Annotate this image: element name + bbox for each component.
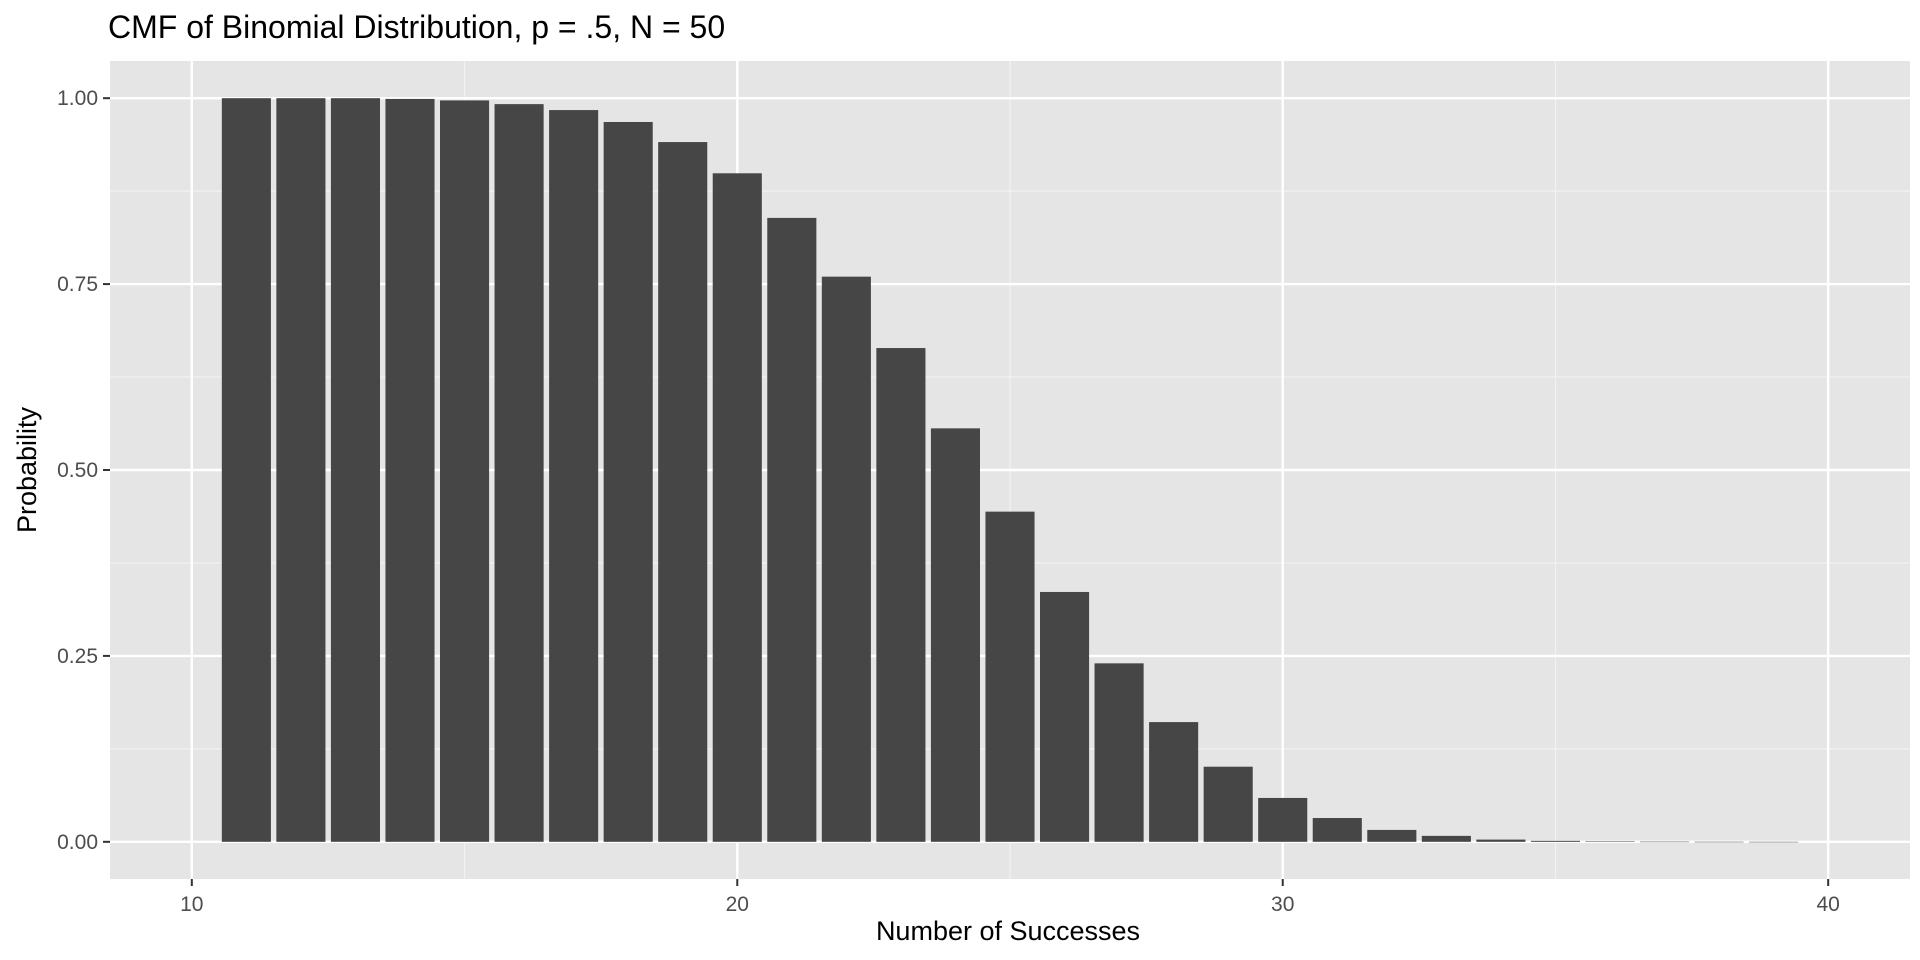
bar <box>603 121 653 842</box>
bar <box>1094 663 1144 842</box>
bar <box>930 428 980 842</box>
y-axis: 0.00 0.25 0.50 0.75 1.00 <box>57 87 110 854</box>
bar <box>1258 797 1308 842</box>
bar <box>1694 841 1744 843</box>
bar <box>440 100 490 842</box>
bar <box>276 98 326 842</box>
y-tick-label: 0.50 <box>57 459 98 482</box>
bar <box>1640 841 1690 843</box>
x-tick-label: 40 <box>1817 893 1840 916</box>
x-axis-label: Number of Successes <box>876 916 1140 946</box>
bar <box>1203 766 1253 842</box>
bar <box>1312 818 1362 842</box>
bar <box>1421 835 1471 842</box>
bar <box>1367 829 1417 842</box>
y-tick-label: 0.75 <box>57 273 98 296</box>
x-tick-label: 10 <box>180 893 203 916</box>
bar <box>876 348 926 842</box>
bar <box>549 110 599 842</box>
bar <box>821 276 871 842</box>
y-tick-label: 1.00 <box>57 87 98 110</box>
x-axis: 10 20 30 40 <box>180 879 1840 916</box>
bar <box>658 142 708 842</box>
bar <box>712 173 762 842</box>
bar <box>1149 722 1199 842</box>
bar <box>1585 841 1635 842</box>
bar <box>1530 840 1580 842</box>
bar <box>1749 841 1799 843</box>
x-tick-label: 30 <box>1271 893 1294 916</box>
y-axis-label: Probability <box>12 406 42 533</box>
bar <box>767 217 817 842</box>
bar <box>385 98 435 842</box>
chart-title: CMF of Binomial Distribution, p = .5, N … <box>108 9 725 45</box>
y-tick-label: 0.00 <box>57 831 98 854</box>
bar <box>221 98 271 842</box>
bar <box>494 104 544 842</box>
bar <box>985 511 1035 842</box>
x-tick-label: 20 <box>726 893 749 916</box>
bars-group <box>221 98 1799 843</box>
bar <box>330 98 380 842</box>
y-tick-label: 0.25 <box>57 645 98 668</box>
bar <box>1476 839 1526 842</box>
bar <box>1040 591 1090 842</box>
